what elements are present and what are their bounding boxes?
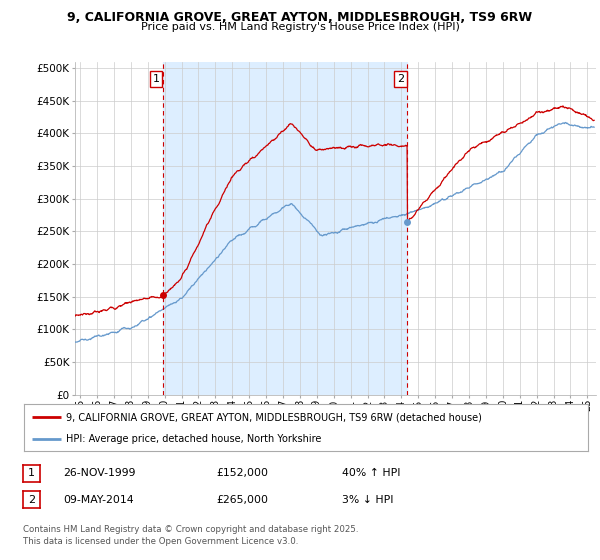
Bar: [163, 62, 407, 395]
Text: 9, CALIFORNIA GROVE, GREAT AYTON, MIDDLESBROUGH, TS9 6RW (detached house): 9, CALIFORNIA GROVE, GREAT AYTON, MIDDLE…: [66, 412, 482, 422]
Text: £265,000: £265,000: [216, 494, 268, 505]
Text: Price paid vs. HM Land Registry's House Price Index (HPI): Price paid vs. HM Land Registry's House …: [140, 22, 460, 32]
Text: 09-MAY-2014: 09-MAY-2014: [63, 494, 134, 505]
Text: 1: 1: [28, 468, 35, 478]
Text: 9, CALIFORNIA GROVE, GREAT AYTON, MIDDLESBROUGH, TS9 6RW: 9, CALIFORNIA GROVE, GREAT AYTON, MIDDLE…: [67, 11, 533, 24]
Text: 26-NOV-1999: 26-NOV-1999: [63, 468, 136, 478]
Text: £152,000: £152,000: [216, 468, 268, 478]
Text: 40% ↑ HPI: 40% ↑ HPI: [342, 468, 401, 478]
Text: 2: 2: [28, 494, 35, 505]
Text: 1: 1: [152, 74, 160, 84]
Text: 2: 2: [397, 74, 404, 84]
Text: Contains HM Land Registry data © Crown copyright and database right 2025.
This d: Contains HM Land Registry data © Crown c…: [23, 525, 358, 546]
Text: HPI: Average price, detached house, North Yorkshire: HPI: Average price, detached house, Nort…: [66, 434, 322, 444]
Text: 3% ↓ HPI: 3% ↓ HPI: [342, 494, 394, 505]
